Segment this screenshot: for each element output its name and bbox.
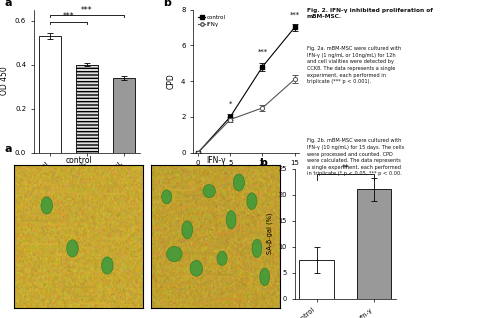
Text: Fig. 2b. mBM-MSC were cultured with
IFN-γ (10 ng/mL) for 15 days. The cells
were: Fig. 2b. mBM-MSC were cultured with IFN-… [307,138,404,176]
Ellipse shape [233,174,244,191]
Bar [39,36,61,153]
Text: ***: *** [63,12,74,21]
Ellipse shape [101,257,113,274]
Y-axis label: CPD: CPD [167,73,175,89]
Text: b: b [259,158,267,168]
Text: ***: *** [257,49,268,55]
X-axis label: days: days [237,172,256,181]
Ellipse shape [182,221,193,238]
Text: a: a [4,0,12,8]
Bar [299,260,334,299]
Ellipse shape [41,197,53,214]
Ellipse shape [190,260,202,276]
Ellipse shape [247,193,257,210]
Ellipse shape [167,246,182,262]
Ellipse shape [226,211,236,229]
Text: **: ** [341,164,349,173]
Text: ***: *** [290,11,299,17]
Ellipse shape [67,240,78,257]
Bar [357,190,391,299]
Text: Fig. 2. IFN-γ inhibited proliferation of
mBM-MSC.: Fig. 2. IFN-γ inhibited proliferation of… [307,8,433,19]
Ellipse shape [203,184,215,198]
Y-axis label: SA-β-gal (%): SA-β-gal (%) [267,213,273,254]
Legend: control, IFNγ: control, IFNγ [196,12,228,30]
Text: b: b [163,0,171,8]
Text: a: a [4,144,12,154]
Ellipse shape [217,251,227,266]
Text: ***: *** [81,6,93,15]
Bar [113,78,135,153]
Title: IFN-γ: IFN-γ [206,156,226,165]
Title: control: control [66,156,92,165]
Text: Fig. 2a. mBM-MSC were cultured with
IFN-γ (1 ng/mL or 10ng/mL) for 12h
and cell : Fig. 2a. mBM-MSC were cultured with IFN-… [307,46,401,84]
Ellipse shape [162,190,171,204]
Ellipse shape [252,239,262,258]
Bar [76,65,98,153]
Ellipse shape [260,268,270,286]
Y-axis label: OD 450: OD 450 [0,67,9,95]
Text: *: * [228,101,232,107]
